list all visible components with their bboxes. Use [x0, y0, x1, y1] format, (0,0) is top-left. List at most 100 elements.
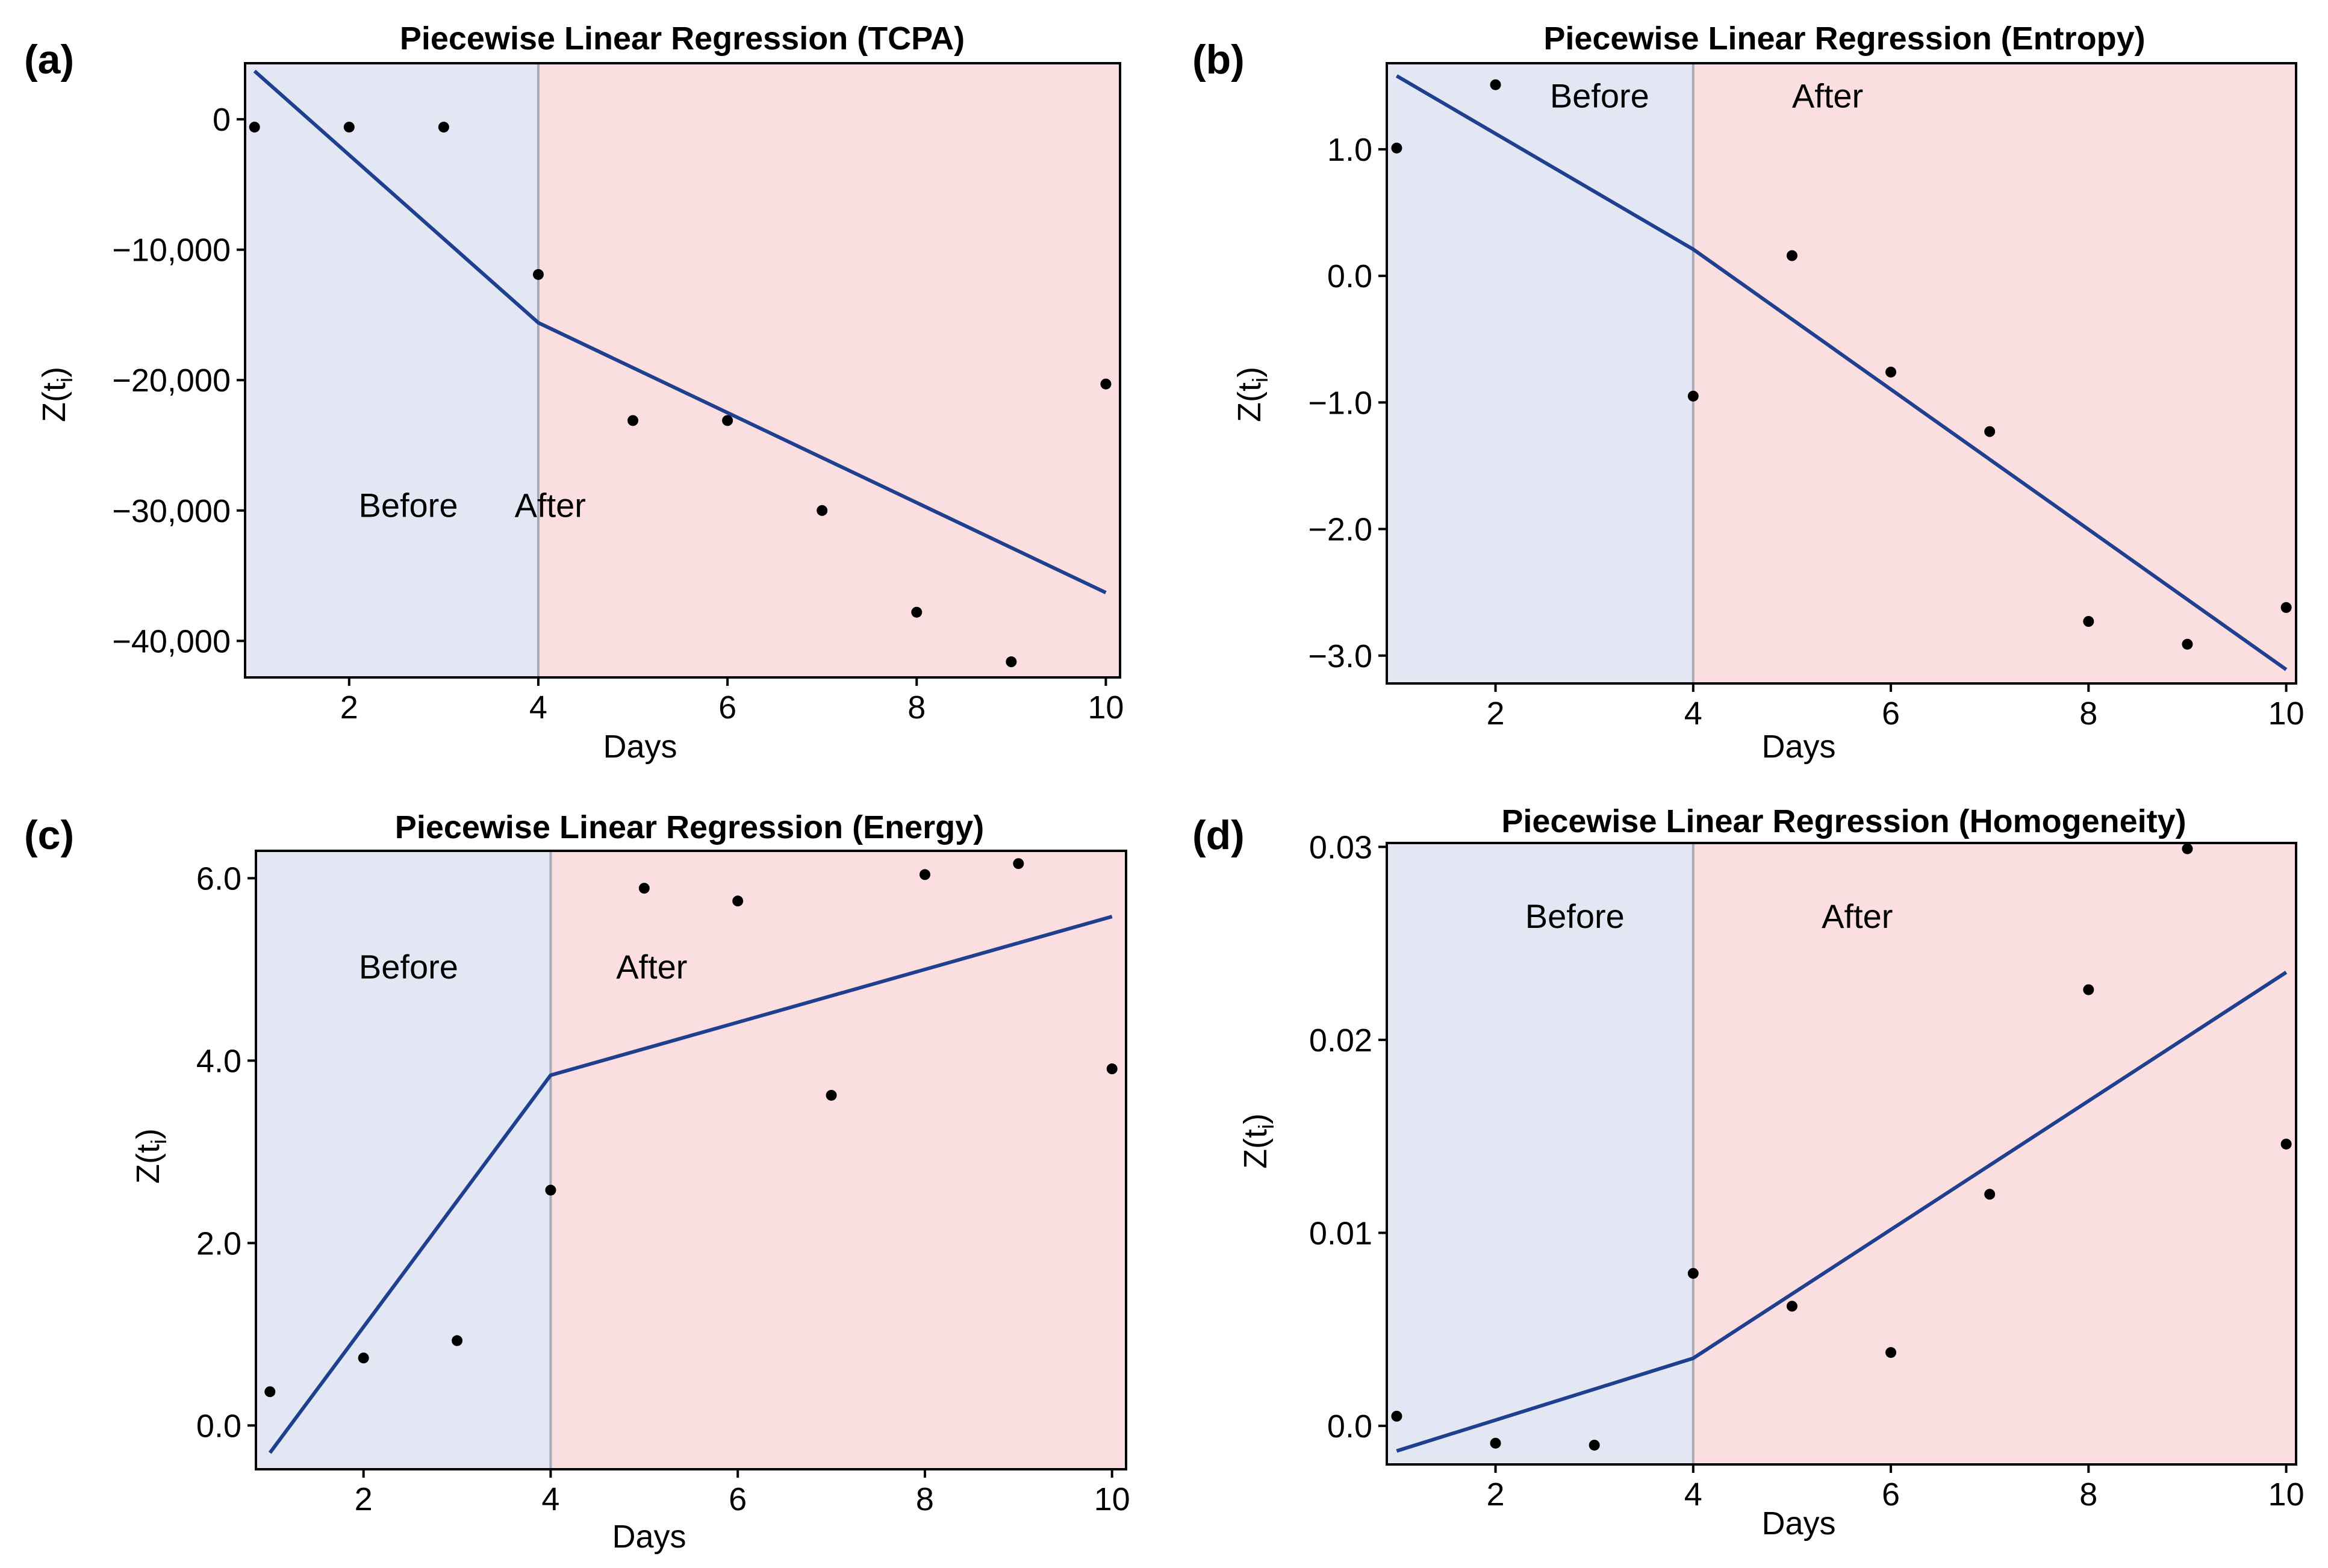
x-tick-label: 6	[1882, 1476, 1900, 1513]
data-point	[2083, 616, 2094, 627]
after-region	[538, 63, 1120, 677]
data-point	[722, 415, 733, 426]
regression-line	[1396, 971, 2288, 1453]
data-point	[1885, 1347, 1897, 1358]
y-tick-label: −40,000	[112, 623, 231, 659]
data-point	[2182, 638, 2193, 650]
y-axis-label-close: )	[1237, 1113, 1274, 1124]
panel-label: (a)	[24, 37, 74, 82]
data-point	[343, 122, 355, 133]
y-axis-label: Z(ti)	[1237, 1113, 1278, 1169]
data-point	[1687, 1268, 1699, 1279]
y-axis-label-close: )	[1231, 367, 1268, 378]
y-axis-label: Z(ti)	[1231, 367, 1272, 422]
plot-area: Before After 2 4 6 8 10 1.0 0.0 −1.0 −2.0 −3.0	[1308, 62, 2305, 732]
y-tick-label: −20,000	[112, 362, 231, 399]
x-tick-label: 10	[2268, 1476, 2305, 1513]
y-axis-label-main: Z(t	[130, 1144, 166, 1184]
data-point	[638, 883, 650, 894]
data-point	[732, 895, 744, 907]
x-tick-label: 6	[1882, 695, 1900, 732]
data-point	[2083, 984, 2094, 995]
y-axis-label-close: )	[130, 1128, 166, 1139]
regression-line	[253, 69, 1107, 594]
after-region	[550, 851, 1126, 1469]
x-tick-label: 10	[2268, 695, 2305, 732]
y-axis-label-main: Z(t	[1231, 382, 1268, 422]
y-tick-label: 0.0	[1327, 258, 1372, 294]
after-label: After	[1792, 77, 1863, 115]
axes-frame	[255, 850, 1127, 1470]
data-point	[1013, 858, 1024, 870]
regression-line	[1395, 74, 2288, 671]
y-tick-label: 0.02	[1309, 1022, 1372, 1059]
x-axis-label: Days	[603, 729, 677, 765]
chart-title: Piecewise Linear Regression (Entropy)	[1543, 20, 2145, 57]
data-point	[919, 869, 930, 880]
after-label: After	[515, 487, 586, 524]
data-point	[1687, 390, 1699, 402]
data-point	[452, 1335, 463, 1346]
before-label: Before	[359, 948, 458, 986]
y-axis-label-main: Z(t	[36, 382, 72, 422]
data-point	[1391, 142, 1402, 154]
y-tick-label: 0.01	[1309, 1215, 1372, 1251]
y-tick-label: 2.0	[196, 1225, 241, 1262]
panel-label: (b)	[1192, 37, 1245, 82]
data-point	[1391, 1410, 1402, 1422]
x-tick-label: 6	[729, 1481, 747, 1517]
before-region	[256, 851, 551, 1469]
y-axis-label-subscript: i	[1254, 1124, 1278, 1129]
data-point	[532, 269, 544, 280]
x-tick-label: 2	[340, 689, 358, 726]
plot-area: Before After 2 4 6 8 10 6.0 4.0 2.0 0.0	[196, 850, 1130, 1517]
data-point	[1589, 1439, 1600, 1451]
before-region	[1387, 843, 1693, 1464]
data-point	[1885, 366, 1897, 378]
data-point	[1984, 426, 1996, 437]
data-point	[249, 122, 260, 133]
chart-title: Piecewise Linear Regression (TCPA)	[400, 20, 965, 57]
data-point	[1490, 79, 1501, 90]
y-tick-label: −2.0	[1308, 512, 1372, 548]
panel-c: (c) Piecewise Linear Regression (Energy)…	[24, 809, 1130, 1555]
x-tick-label: 10	[1094, 1481, 1130, 1517]
y-tick-label: −30,000	[112, 493, 231, 529]
axes-frame	[1386, 842, 2297, 1466]
data-point	[1490, 1437, 1501, 1449]
data-point	[545, 1184, 556, 1196]
y-axis-label-subscript: i	[146, 1139, 171, 1144]
panel-b: (b) Piecewise Linear Regression (Entropy…	[1192, 20, 2305, 765]
data-point	[1100, 378, 1112, 390]
data-point	[1984, 1189, 1996, 1200]
y-axis-label-subscript: i	[52, 378, 77, 382]
x-tick-label: 6	[718, 689, 736, 726]
panel-a: (a) Piecewise Linear Regression (TCPA) B…	[24, 20, 1124, 765]
data-point	[911, 606, 923, 618]
x-tick-label: 2	[1487, 695, 1505, 732]
before-region	[245, 63, 538, 677]
data-point	[1106, 1063, 1118, 1075]
y-tick-label: −1.0	[1308, 385, 1372, 421]
chart-title: Piecewise Linear Regression (Energy)	[395, 809, 984, 845]
panel-d: (d) Piecewise Linear Regression (Homogen…	[1192, 803, 2305, 1542]
x-tick-label: 10	[1088, 689, 1124, 726]
x-tick-label: 4	[1684, 695, 1702, 732]
regression-line	[268, 915, 1113, 1454]
x-tick-label: 4	[529, 689, 547, 726]
data-point	[1786, 250, 1797, 261]
x-tick-label: 8	[907, 689, 926, 726]
axes-frame	[244, 62, 1121, 679]
x-tick-label: 2	[1487, 1476, 1505, 1513]
before-label: Before	[1525, 897, 1625, 935]
x-tick-label: 8	[2079, 695, 2097, 732]
data-point	[2182, 843, 2193, 854]
plot-area: Before After 2 4 6 8 10 0.03 0.02 0.01 0.0	[1309, 829, 2305, 1513]
after-region	[1693, 843, 2296, 1464]
panel-label: (c)	[24, 812, 74, 858]
data-point	[627, 415, 639, 426]
x-axis-label: Days	[612, 1519, 686, 1555]
data-point	[817, 505, 828, 516]
y-tick-label: 1.0	[1327, 132, 1372, 168]
